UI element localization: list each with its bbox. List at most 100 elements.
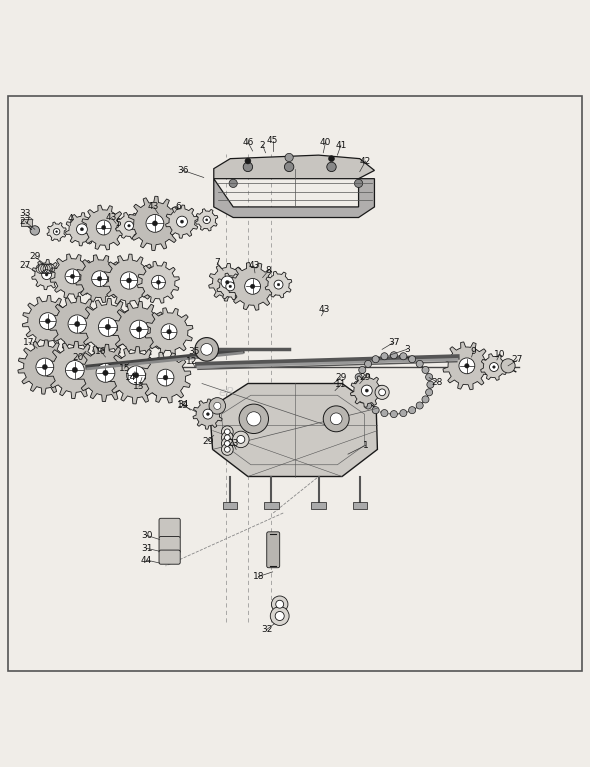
Circle shape <box>422 367 429 374</box>
Circle shape <box>425 389 432 396</box>
Circle shape <box>224 441 230 446</box>
Text: 13: 13 <box>133 382 145 391</box>
Circle shape <box>96 364 115 382</box>
Text: 29: 29 <box>29 252 41 262</box>
Text: 27: 27 <box>19 262 31 270</box>
Circle shape <box>239 404 268 433</box>
Circle shape <box>285 153 293 162</box>
Circle shape <box>329 156 335 162</box>
Circle shape <box>203 216 211 223</box>
Circle shape <box>96 220 111 235</box>
Circle shape <box>245 158 251 164</box>
Circle shape <box>65 269 80 284</box>
Text: 10: 10 <box>494 350 506 358</box>
Polygon shape <box>166 205 198 239</box>
Circle shape <box>91 271 107 287</box>
Circle shape <box>206 413 209 416</box>
Text: 41: 41 <box>335 140 346 150</box>
Circle shape <box>464 364 469 368</box>
Circle shape <box>277 283 280 286</box>
Text: 45: 45 <box>267 137 278 146</box>
Circle shape <box>128 225 130 227</box>
Circle shape <box>206 219 208 221</box>
Polygon shape <box>214 179 375 218</box>
Circle shape <box>416 360 423 367</box>
Circle shape <box>459 358 475 374</box>
Polygon shape <box>18 340 72 394</box>
Polygon shape <box>76 255 123 303</box>
Circle shape <box>181 220 183 223</box>
Circle shape <box>221 443 233 456</box>
Text: 29: 29 <box>335 373 346 382</box>
Circle shape <box>136 327 142 332</box>
Text: 29: 29 <box>202 436 214 446</box>
Circle shape <box>103 370 108 376</box>
Circle shape <box>99 318 117 337</box>
Circle shape <box>355 179 363 187</box>
Text: 12: 12 <box>186 357 198 366</box>
Circle shape <box>409 407 416 413</box>
Polygon shape <box>65 212 99 246</box>
FancyBboxPatch shape <box>159 518 180 538</box>
Circle shape <box>391 410 398 418</box>
Circle shape <box>409 356 416 363</box>
Text: 11: 11 <box>335 380 347 389</box>
Circle shape <box>361 385 372 396</box>
Circle shape <box>72 367 77 373</box>
Circle shape <box>224 435 230 440</box>
Circle shape <box>274 280 283 289</box>
Circle shape <box>365 402 372 409</box>
Circle shape <box>225 281 229 284</box>
Circle shape <box>229 285 231 288</box>
Circle shape <box>381 353 388 360</box>
Polygon shape <box>81 205 126 250</box>
Circle shape <box>501 359 515 373</box>
Polygon shape <box>50 254 95 299</box>
FancyBboxPatch shape <box>159 537 180 553</box>
Circle shape <box>209 397 225 414</box>
Text: 2: 2 <box>260 140 266 150</box>
Circle shape <box>372 407 379 413</box>
Bar <box>353 502 367 509</box>
Polygon shape <box>47 341 103 399</box>
Circle shape <box>381 410 388 416</box>
Circle shape <box>36 358 54 376</box>
Circle shape <box>127 366 146 385</box>
Polygon shape <box>32 259 61 290</box>
Text: 6: 6 <box>176 202 181 212</box>
Circle shape <box>379 389 385 396</box>
Text: 27: 27 <box>19 217 31 226</box>
Circle shape <box>422 396 429 403</box>
Circle shape <box>365 389 368 392</box>
Polygon shape <box>112 301 167 357</box>
Polygon shape <box>443 342 491 390</box>
Polygon shape <box>77 344 134 402</box>
Text: 8: 8 <box>266 266 271 275</box>
FancyBboxPatch shape <box>159 550 180 565</box>
Circle shape <box>229 179 237 187</box>
Text: 40: 40 <box>320 137 332 146</box>
Text: 43: 43 <box>106 213 117 222</box>
Text: 35: 35 <box>188 347 199 356</box>
Circle shape <box>176 216 188 227</box>
Circle shape <box>250 284 255 288</box>
Text: 14: 14 <box>124 373 136 382</box>
Circle shape <box>133 373 139 378</box>
Circle shape <box>359 396 366 403</box>
Text: 27: 27 <box>512 355 523 364</box>
Circle shape <box>157 369 174 386</box>
Polygon shape <box>50 296 105 352</box>
Circle shape <box>221 438 233 449</box>
Circle shape <box>42 270 51 279</box>
Circle shape <box>400 353 407 360</box>
Circle shape <box>45 273 48 276</box>
Text: 7: 7 <box>214 258 220 268</box>
Text: 19: 19 <box>178 401 189 410</box>
Polygon shape <box>128 196 182 251</box>
Circle shape <box>400 410 407 416</box>
Circle shape <box>203 409 213 419</box>
Circle shape <box>493 366 495 368</box>
Polygon shape <box>116 212 142 239</box>
Circle shape <box>327 162 336 172</box>
Circle shape <box>40 313 56 330</box>
